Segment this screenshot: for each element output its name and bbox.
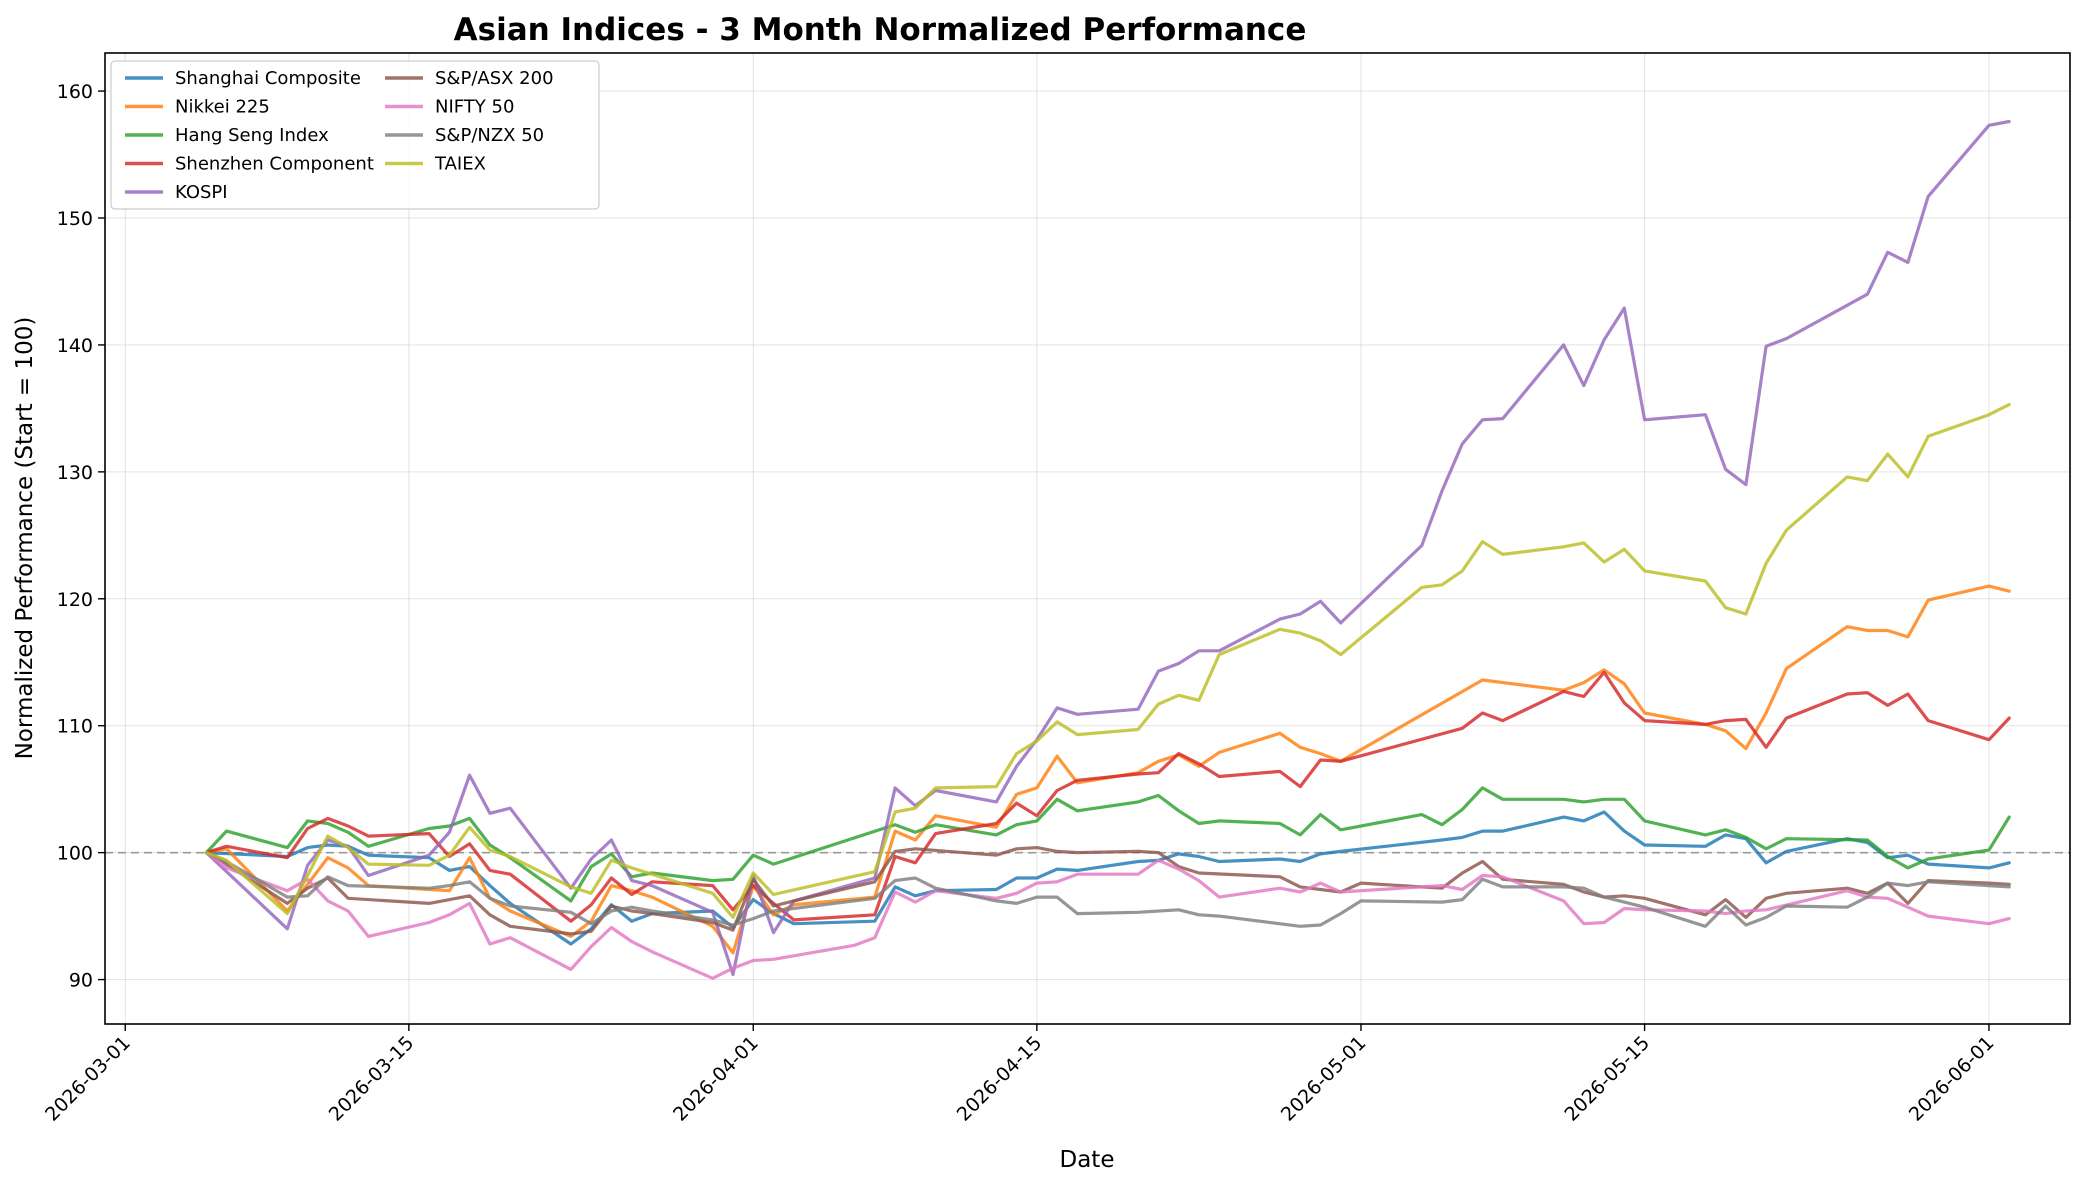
series-layer [204,119,2011,980]
legend-entry-label: Hang Seng Index [175,125,329,146]
legend-box [110,60,600,210]
legend-entry-label: Nikkei 225 [175,97,270,118]
legend-entry-label: Shanghai Composite [175,68,361,89]
series-line-7 [204,851,2011,928]
legend-entry-label: Shenzhen Component [175,154,374,175]
legend-entry-label: TAIEX [434,154,486,175]
y-axis-label: Normalized Performance (Start = 100) [12,317,38,760]
series-line-0 [204,810,2011,946]
series-line-5 [204,846,2011,936]
y-tick-label: 140 [57,335,93,357]
y-tick-label: 120 [57,589,93,611]
plot-area-frame [104,52,2071,1025]
chart-title: Asian Indices - 3 Month Normalized Perfo… [454,12,1307,48]
legend-entry-label: S&P/NZX 50 [435,125,544,146]
y-tick-label: 130 [57,462,93,484]
y-tick-label: 150 [57,208,93,230]
series-line-6 [204,851,2011,980]
legend-entry-label: KOSPI [175,182,228,203]
y-tick-label: 160 [57,81,93,103]
series-line-1 [204,584,2011,955]
series-line-2 [204,786,2011,903]
legend-entry-label: S&P/ASX 200 [435,68,554,89]
x-axis-label: Date [1060,1147,1115,1173]
series-line-8 [204,403,2011,919]
y-axis-ticks: 90 100 110 120 130 140 150 160 [57,81,105,992]
legend-entry-label: NIFTY 50 [435,97,514,118]
series-line-3 [204,670,2011,923]
series-line-4 [204,119,2011,977]
y-tick-label: 100 [57,843,93,865]
y-tick-label: 90 [69,970,93,992]
legend: Shanghai Composite Nikkei 225 Hang Seng In… [110,60,600,210]
y-tick-label: 110 [57,716,93,738]
